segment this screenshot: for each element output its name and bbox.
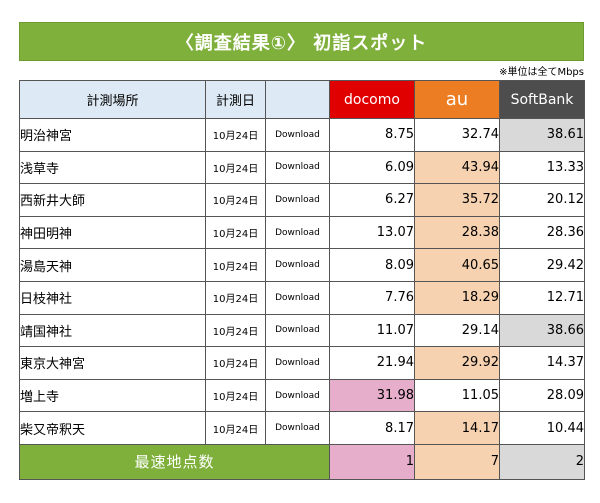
- type-cell: Download: [265, 183, 330, 217]
- type-cell: Download: [265, 346, 330, 380]
- header-docomo: docomo: [329, 80, 415, 119]
- docomo-speed-cell: 8.75: [329, 118, 415, 152]
- au-speed-cell: 18.29: [414, 280, 500, 315]
- unit-note: ※単位は全てMbps: [499, 67, 584, 78]
- table-row: 浅草寺 10月24日 Download 6.09 43.94 13.33: [19, 150, 585, 185]
- softbank-speed-cell: 13.33: [499, 150, 585, 185]
- type-cell: Download: [265, 378, 330, 413]
- table-row: 湯島天神 10月24日 Download 8.09 40.65 29.42: [19, 248, 585, 282]
- table-row: 柴又帝釈天 10月24日 Download 8.17 14.17 10.44: [19, 411, 585, 445]
- date-cell: 10月24日: [205, 313, 266, 348]
- header-place: 計測場所: [19, 80, 206, 119]
- table-body: 明治神宮 10月24日 Download 8.75 32.74 38.61 浅草寺 10月24…: [19, 118, 585, 445]
- softbank-speed-cell: 20.12: [499, 183, 585, 217]
- table-row: 増上寺 10月24日 Download 31.98 11.05 28.09: [19, 378, 585, 413]
- header-au: au: [414, 80, 500, 119]
- place-cell: 西新井大師: [19, 183, 206, 217]
- place-cell: 湯島天神: [19, 248, 206, 282]
- softbank-speed-cell: 29.42: [499, 248, 585, 282]
- docomo-speed-cell: 7.76: [329, 280, 415, 315]
- table-row: 靖国神社 10月24日 Download 11.07 29.14 38.66: [19, 313, 585, 348]
- type-cell: Download: [265, 280, 330, 315]
- place-cell: 浅草寺: [19, 150, 206, 185]
- footer-au-count: 7: [414, 443, 500, 480]
- date-cell: 10月24日: [205, 346, 266, 380]
- softbank-speed-cell: 38.61: [499, 118, 585, 152]
- table-row: 神田明神 10月24日 Download 13.07 28.38 28.36: [19, 215, 585, 250]
- type-cell: Download: [265, 313, 330, 348]
- au-speed-cell: 32.74: [414, 118, 500, 152]
- softbank-speed-cell: 28.36: [499, 215, 585, 250]
- softbank-speed-cell: 28.09: [499, 378, 585, 413]
- place-cell: 靖国神社: [19, 313, 206, 348]
- header-type: [265, 80, 330, 119]
- footer-row: 最速地点数 1 7 2: [19, 443, 585, 480]
- table-row: 西新井大師 10月24日 Download 6.27 35.72 20.12: [19, 183, 585, 217]
- au-speed-cell: 40.65: [414, 248, 500, 282]
- place-cell: 明治神宮: [19, 118, 206, 152]
- softbank-speed-cell: 38.66: [499, 313, 585, 348]
- type-cell: Download: [265, 150, 330, 185]
- docomo-speed-cell: 6.27: [329, 183, 415, 217]
- table-row: 東京大神宮 10月24日 Download 21.94 29.92 14.37: [19, 346, 585, 380]
- date-cell: 10月24日: [205, 150, 266, 185]
- footer-label: 最速地点数: [19, 443, 330, 480]
- page-title: 〈調査結果①〉 初詣スポット: [19, 22, 584, 61]
- au-speed-cell: 35.72: [414, 183, 500, 217]
- docomo-speed-cell: 8.17: [329, 411, 415, 445]
- type-cell: Download: [265, 215, 330, 250]
- au-speed-cell: 28.38: [414, 215, 500, 250]
- docomo-speed-cell: 21.94: [329, 346, 415, 380]
- header-date: 計測日: [205, 80, 266, 119]
- date-cell: 10月24日: [205, 378, 266, 413]
- date-cell: 10月24日: [205, 280, 266, 315]
- footer-softbank-count: 2: [499, 443, 585, 480]
- softbank-speed-cell: 12.71: [499, 280, 585, 315]
- header-softbank: SoftBank: [499, 80, 585, 119]
- type-cell: Download: [265, 411, 330, 445]
- au-speed-cell: 29.14: [414, 313, 500, 348]
- docomo-speed-cell: 31.98: [329, 378, 415, 413]
- au-speed-cell: 43.94: [414, 150, 500, 185]
- place-cell: 日枝神社: [19, 280, 206, 315]
- docomo-speed-cell: 8.09: [329, 248, 415, 282]
- type-cell: Download: [265, 118, 330, 152]
- place-cell: 柴又帝釈天: [19, 411, 206, 445]
- footer-docomo-count: 1: [329, 443, 415, 480]
- date-cell: 10月24日: [205, 248, 266, 282]
- date-cell: 10月24日: [205, 118, 266, 152]
- place-cell: 増上寺: [19, 378, 206, 413]
- docomo-speed-cell: 6.09: [329, 150, 415, 185]
- place-cell: 東京大神宮: [19, 346, 206, 380]
- table-row: 明治神宮 10月24日 Download 8.75 32.74 38.61: [19, 118, 585, 152]
- au-speed-cell: 29.92: [414, 346, 500, 380]
- au-speed-cell: 11.05: [414, 378, 500, 413]
- date-cell: 10月24日: [205, 411, 266, 445]
- table-row: 日枝神社 10月24日 Download 7.76 18.29 12.71: [19, 280, 585, 315]
- results-table: 計測場所 計測日 docomo au SoftBank 明治神宮 10月24日 Do…: [19, 80, 585, 480]
- place-cell: 神田明神: [19, 215, 206, 250]
- au-speed-cell: 14.17: [414, 411, 500, 445]
- header-row: 計測場所 計測日 docomo au SoftBank: [19, 80, 585, 119]
- type-cell: Download: [265, 248, 330, 282]
- date-cell: 10月24日: [205, 215, 266, 250]
- docomo-speed-cell: 11.07: [329, 313, 415, 348]
- softbank-speed-cell: 10.44: [499, 411, 585, 445]
- docomo-speed-cell: 13.07: [329, 215, 415, 250]
- date-cell: 10月24日: [205, 183, 266, 217]
- softbank-speed-cell: 14.37: [499, 346, 585, 380]
